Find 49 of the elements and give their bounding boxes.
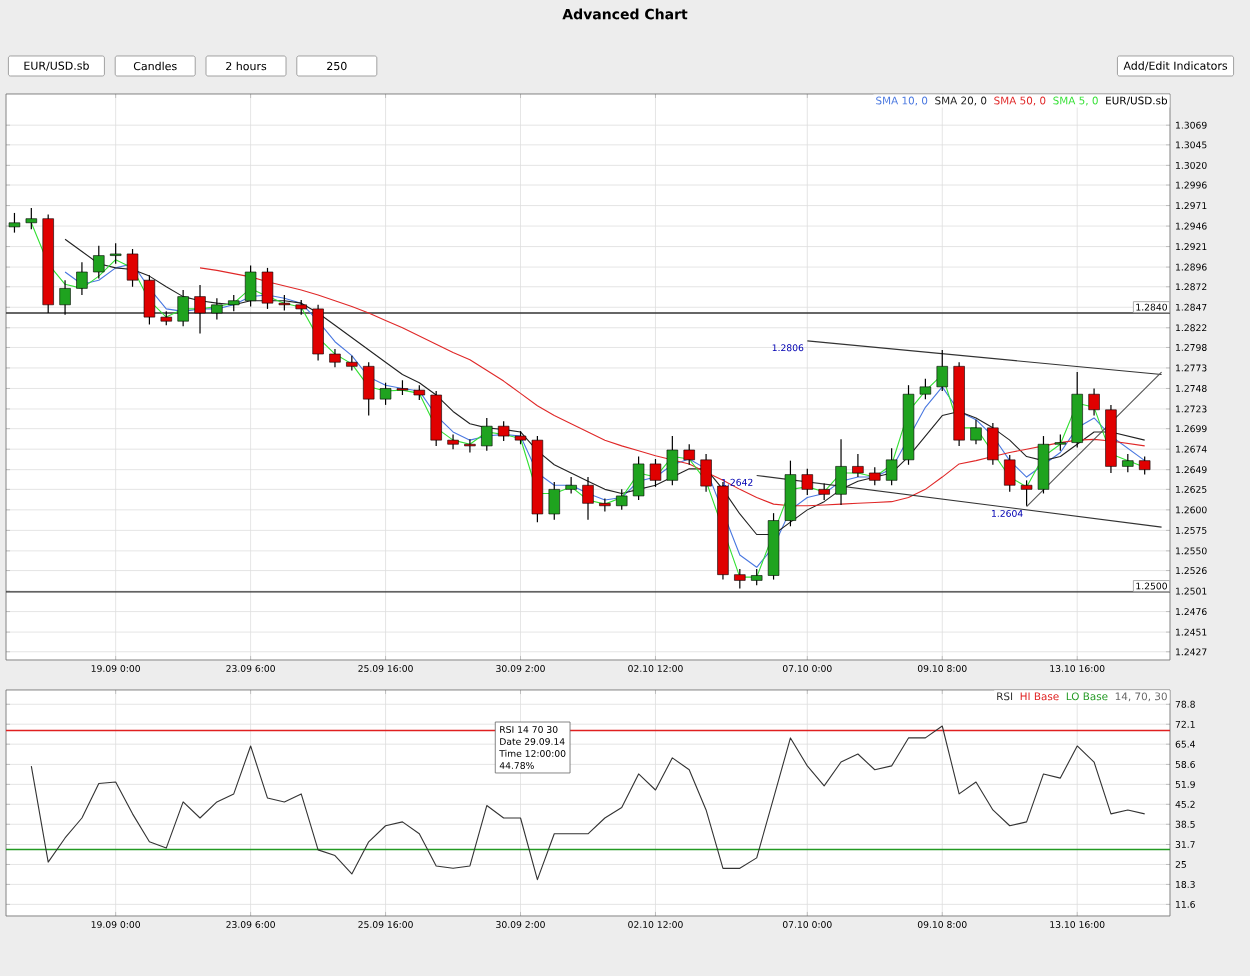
candlestick: [616, 488, 628, 511]
candlestick: [25, 207, 38, 230]
candlestick: [1037, 435, 1050, 495]
candlestick: [835, 438, 847, 506]
candlestick: [1020, 479, 1033, 507]
candlestick: [464, 438, 476, 454]
candlestick: [548, 481, 560, 521]
candlestick: [599, 497, 611, 513]
candlestick: [784, 460, 797, 527]
candlestick: [143, 274, 156, 326]
candlestick: [312, 304, 324, 362]
candlestick: [1004, 454, 1016, 493]
candlestick: [869, 466, 881, 486]
candlestick: [126, 248, 139, 288]
candlestick: [76, 261, 88, 296]
candlestick: [177, 289, 189, 327]
candlestick: [363, 361, 375, 417]
candlestick: [194, 284, 206, 335]
candlestick: [919, 378, 932, 400]
candlestick: [481, 417, 493, 452]
candlestick: [700, 453, 712, 493]
candlestick: [734, 568, 746, 590]
candlestick: [936, 349, 948, 392]
candlestick: [649, 458, 662, 488]
candlestick: [329, 348, 341, 368]
candlestick: [1138, 455, 1151, 476]
candlestick: [261, 267, 274, 310]
candlestick: [447, 433, 459, 450]
candlestick: [1122, 453, 1134, 473]
candlestick: [666, 435, 679, 486]
candlestick: [497, 420, 510, 442]
candlestick: [244, 264, 257, 308]
candlestick: [852, 453, 864, 478]
candlestick: [970, 419, 982, 445]
candlestick: [211, 297, 223, 321]
candlestick: [109, 242, 122, 265]
candlestick: [8, 212, 21, 234]
candlestick: [1088, 387, 1100, 417]
candlestick: [379, 382, 392, 406]
candlestick: [582, 476, 594, 521]
candlestick: [59, 279, 71, 316]
candlestick: [801, 468, 813, 496]
candlestick: [885, 447, 898, 486]
candlestick: [430, 390, 442, 447]
candlestick: [987, 422, 999, 466]
candlestick: [565, 476, 577, 495]
candlestick: [632, 455, 645, 501]
candlestick: [683, 443, 695, 466]
candlestick: [93, 245, 105, 280]
